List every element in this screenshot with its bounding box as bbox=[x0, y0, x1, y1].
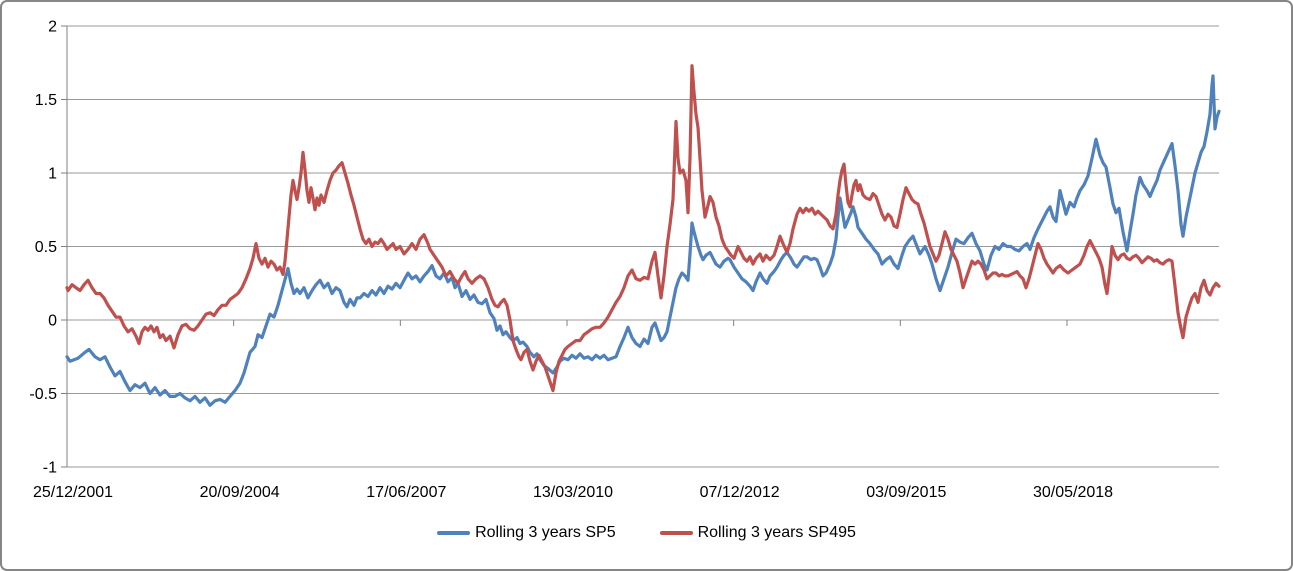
x-axis-label: 13/03/2010 bbox=[533, 484, 613, 501]
legend-label-sp495: Rolling 3 years SP495 bbox=[697, 524, 856, 541]
y-axis-label: 0 bbox=[48, 313, 57, 330]
y-axis-label: -0.5 bbox=[29, 386, 57, 403]
y-axis-label: 0.5 bbox=[35, 239, 57, 256]
y-axis-label: 1.5 bbox=[35, 92, 57, 109]
x-axis-label: 20/09/2004 bbox=[200, 484, 280, 501]
series-line-sp5 bbox=[65, 74, 1221, 407]
legend-swatch-sp5-icon bbox=[437, 531, 471, 535]
x-axis-label: 30/05/2018 bbox=[1033, 484, 1113, 501]
legend-label-sp5: Rolling 3 years SP5 bbox=[475, 524, 616, 541]
legend-item-sp5: Rolling 3 years SP5 bbox=[437, 524, 616, 542]
x-axis-label: 03/09/2015 bbox=[866, 484, 946, 501]
x-axis-label: 25/12/2001 bbox=[33, 484, 113, 501]
chart-legend: Rolling 3 years SP5 Rolling 3 years SP49… bbox=[2, 524, 1291, 542]
y-axis-label: 1 bbox=[48, 166, 57, 183]
x-axis-label: 17/06/2007 bbox=[366, 484, 446, 501]
x-axis-label: 07/12/2012 bbox=[700, 484, 780, 501]
y-axis-label: 2 bbox=[48, 19, 57, 36]
legend-swatch-sp495-icon bbox=[659, 531, 693, 535]
y-axis-label: -1 bbox=[43, 460, 57, 477]
series-line-sp495 bbox=[65, 64, 1221, 393]
legend-item-sp495: Rolling 3 years SP495 bbox=[659, 524, 856, 542]
